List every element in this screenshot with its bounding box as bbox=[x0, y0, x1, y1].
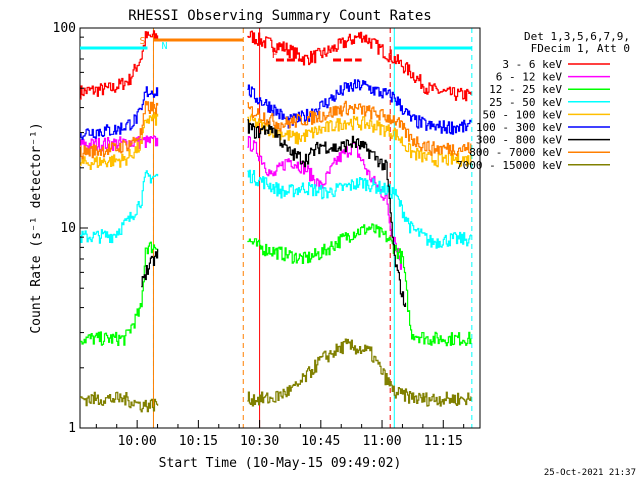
legend-label: 12 - 25 keV bbox=[489, 83, 562, 96]
legend-label: 50 - 100 keV bbox=[483, 108, 563, 121]
series-line bbox=[247, 169, 472, 249]
y-tick-label: 1 bbox=[68, 421, 76, 436]
series-3 bbox=[80, 223, 472, 347]
y-axis-ticks: 1 10 100 bbox=[53, 21, 88, 436]
x-tick-label: 11:00 bbox=[362, 434, 401, 449]
series-line bbox=[80, 241, 159, 346]
series-line bbox=[80, 391, 159, 413]
legend-label: 25 - 50 keV bbox=[489, 96, 562, 109]
marker-s: S bbox=[139, 36, 145, 47]
series-8 bbox=[80, 100, 472, 160]
series-line bbox=[80, 100, 159, 160]
series-5 bbox=[80, 111, 472, 170]
legend-label: 300 - 800 keV bbox=[476, 134, 562, 147]
series-line bbox=[80, 111, 159, 170]
x-tick-label: 10:15 bbox=[179, 434, 218, 449]
series-line bbox=[247, 30, 472, 102]
series-group bbox=[80, 30, 472, 413]
series-6 bbox=[80, 79, 472, 140]
marker-n: N bbox=[161, 41, 167, 52]
x-axis-label: Start Time (10-May-15 09:49:02) bbox=[159, 456, 402, 471]
x-tick-label: 10:45 bbox=[301, 434, 340, 449]
series-line bbox=[247, 223, 472, 347]
series-9 bbox=[80, 338, 472, 413]
series-line bbox=[141, 249, 159, 288]
series-1 bbox=[80, 30, 472, 102]
x-axis-ticks: 10:00 10:15 10:30 10:45 11:00 11:15 bbox=[95, 420, 465, 449]
chart-title: RHESSI Observing Summary Count Rates bbox=[128, 8, 431, 24]
series-4 bbox=[80, 169, 472, 249]
chart-markers: S N F bbox=[80, 36, 472, 62]
series-line bbox=[80, 135, 159, 152]
legend: Det 1,3,5,6,7,9, FDecim 1, Att 0 3 - 6 k… bbox=[456, 30, 630, 172]
series-line bbox=[247, 113, 472, 168]
y-tick-label: 10 bbox=[60, 221, 76, 236]
legend-header-line-1: Det 1,3,5,6,7,9, bbox=[524, 30, 630, 43]
legend-header-line-2: FDecim 1, Att 0 bbox=[531, 42, 630, 55]
x-tick-label: 11:15 bbox=[424, 434, 463, 449]
x-tick-label: 10:30 bbox=[240, 434, 279, 449]
legend-label: 100 - 300 keV bbox=[476, 121, 562, 134]
footer-timestamp: 25-Oct-2021 21:37 bbox=[544, 468, 636, 478]
legend-label: 6 - 12 keV bbox=[496, 71, 563, 84]
series-line bbox=[247, 79, 472, 135]
y-tick-label: 100 bbox=[53, 21, 76, 36]
series-line bbox=[80, 170, 159, 244]
series-line bbox=[247, 338, 472, 407]
legend-label: 800 - 7000 keV bbox=[469, 146, 562, 159]
series-line bbox=[80, 30, 159, 100]
marker-f: F bbox=[272, 50, 278, 61]
legend-label: 7000 - 15000 keV bbox=[456, 159, 562, 172]
series-line bbox=[247, 100, 472, 157]
legend-label: 3 - 6 keV bbox=[502, 58, 562, 71]
x-tick-label: 10:00 bbox=[118, 434, 157, 449]
series-line bbox=[80, 86, 159, 140]
y-axis-label: Count Rate (s⁻¹ detector⁻¹) bbox=[29, 122, 44, 333]
